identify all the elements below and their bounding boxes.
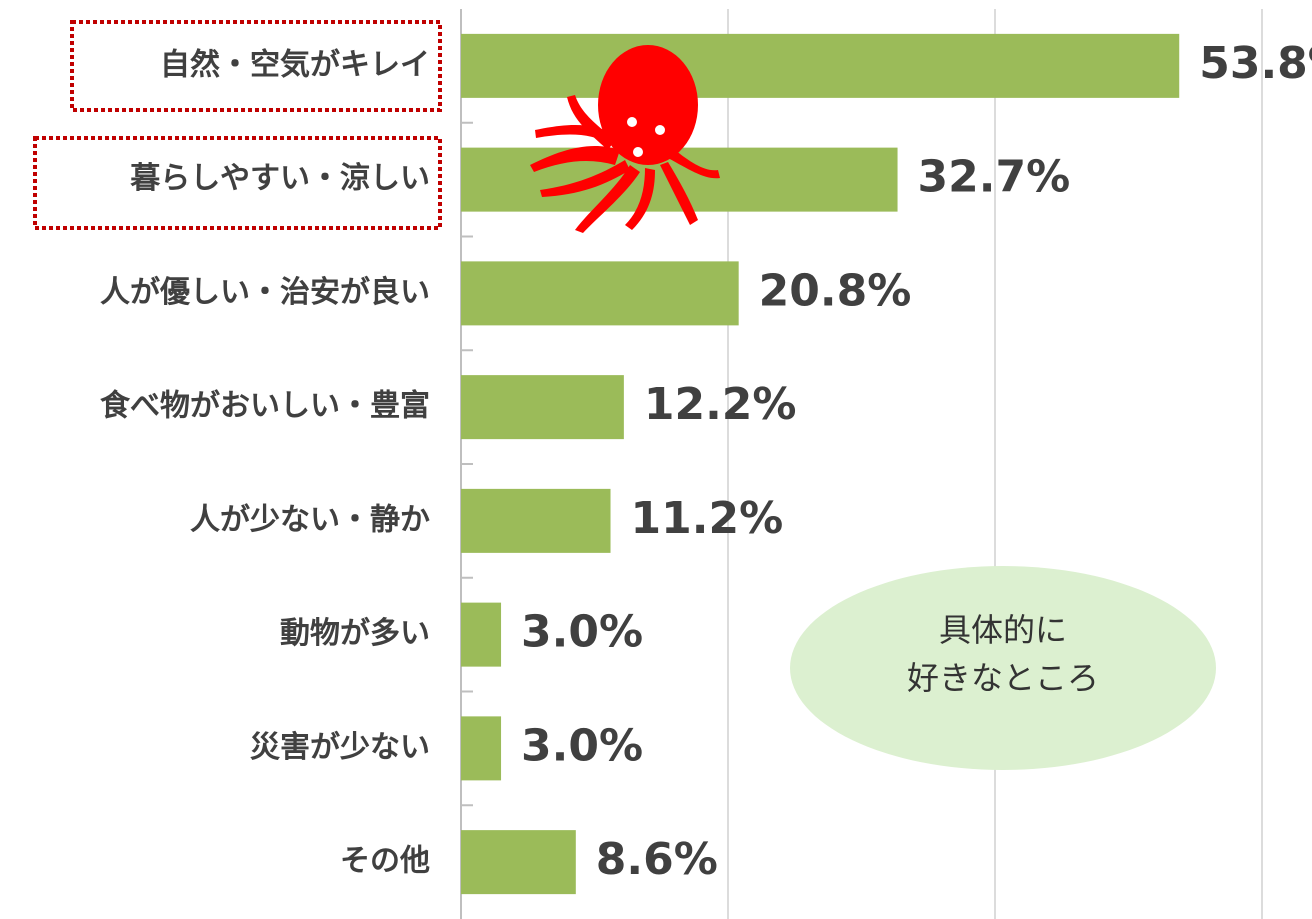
octopus-leg bbox=[660, 162, 698, 225]
annotation: 具体的に bbox=[939, 611, 1067, 649]
octopus-leg bbox=[668, 150, 720, 179]
octopus-leg bbox=[535, 125, 615, 145]
y-tick-label: 人が優しい・治安が良い bbox=[100, 275, 430, 310]
value-label: 11.2% bbox=[631, 493, 784, 544]
annotation: 好きなところ bbox=[907, 659, 1099, 697]
value-label: 3.0% bbox=[521, 607, 643, 658]
y-tick-label: 自然・空気がキレイ bbox=[160, 47, 430, 82]
bar bbox=[461, 716, 502, 781]
octopus-eye bbox=[653, 123, 667, 137]
value-label: 32.7% bbox=[918, 152, 1071, 203]
bar bbox=[461, 261, 739, 326]
y-tick-label: 災害が少ない bbox=[250, 730, 430, 765]
value-label: 3.0% bbox=[521, 720, 643, 771]
highlight-box bbox=[70, 20, 442, 112]
value-label: 53.8% bbox=[1199, 38, 1312, 89]
value-label: 8.6% bbox=[596, 834, 718, 885]
y-tick-label: 暮らしやすい・涼しい bbox=[130, 161, 430, 196]
y-tick-label: 動物が多い bbox=[280, 616, 430, 651]
octopus-leg bbox=[625, 168, 655, 230]
bar bbox=[461, 375, 624, 440]
octopus-skirt bbox=[605, 130, 690, 158]
bar bbox=[461, 602, 502, 667]
octopus-eye bbox=[631, 145, 645, 159]
y-tick-label: 人が少ない・静か bbox=[190, 502, 430, 537]
grid bbox=[460, 9, 1263, 919]
bar bbox=[461, 33, 1180, 98]
octopus-leg bbox=[575, 165, 640, 233]
value-label: 12.2% bbox=[644, 379, 797, 430]
octopus bbox=[530, 45, 720, 233]
bar bbox=[461, 830, 576, 895]
highlight-box bbox=[33, 136, 442, 230]
y-tick-label: その他 bbox=[340, 844, 430, 879]
annotation-bubble bbox=[790, 566, 1216, 770]
octopus-leg bbox=[540, 160, 630, 197]
octopus-eye bbox=[625, 115, 639, 129]
bar bbox=[461, 488, 611, 553]
y-tick-label: 食べ物がおいしい・豊富 bbox=[100, 389, 430, 424]
value-label: 20.8% bbox=[759, 265, 912, 316]
octopus-leg bbox=[530, 145, 620, 172]
